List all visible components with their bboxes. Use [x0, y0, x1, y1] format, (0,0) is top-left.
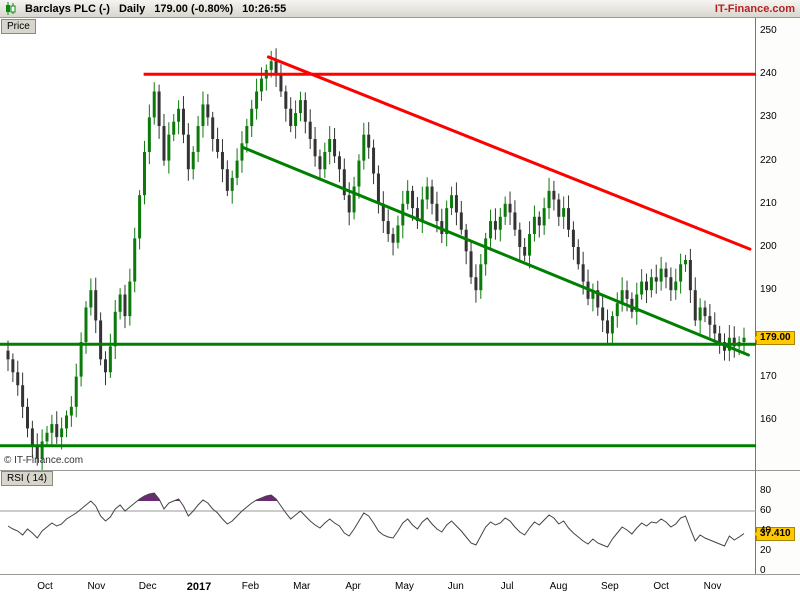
last-quote: 179.00 (-0.80%) [154, 2, 234, 15]
x-axis-label: Oct [37, 581, 53, 592]
rsi-axis: 37.410 80 60 40 20 0 [754, 470, 800, 576]
rsi-chart[interactable] [0, 471, 756, 575]
x-axis-label: Oct [653, 581, 669, 592]
x-axis-label: Jun [447, 581, 464, 592]
x-axis-label: Jul [500, 581, 514, 592]
price-axis-tick: 220 [760, 154, 777, 166]
candlestick-icon [6, 2, 16, 15]
last-price-tag: 179.00 [754, 330, 795, 345]
x-axis-label: Aug [549, 581, 568, 592]
price-axis-tick: 250 [760, 25, 777, 36]
x-axis-label: Dec [138, 581, 157, 592]
tab-rsi[interactable]: RSI ( 14) [1, 471, 54, 486]
quote-time: 10:26:55 [242, 2, 287, 15]
price-axis-tick: 240 [760, 68, 777, 80]
tab-price[interactable]: Price [1, 19, 36, 34]
price-axis-tick: 200 [760, 241, 777, 252]
price-axis-tick: 230 [760, 111, 777, 123]
brand-logo: IT-Finance.com [714, 2, 795, 15]
x-axis-label: Nov [703, 581, 722, 592]
title-bar: Barclays PLC (-) Daily 179.00 (-0.80%) 1… [0, 0, 800, 18]
rsi-axis-tick: 60 [760, 505, 772, 516]
time-axis: Oct Nov Dec 2017 Feb Mar Apr May Jun Jul Aug Sep Oct… [0, 574, 800, 600]
price-axis: 179.00 250 240 230 220 210 200 190 170 160 [754, 18, 800, 470]
price-chart[interactable] [0, 18, 756, 470]
price-axis-tick: 160 [760, 413, 777, 425]
rsi-axis-tick: 40 [760, 525, 772, 536]
rsi-axis-tick: 0 [760, 565, 766, 576]
price-axis-tick: 210 [760, 197, 777, 209]
copyright-watermark: © IT-Finance.com [4, 455, 84, 466]
x-axis-label: Nov [87, 581, 106, 592]
price-axis-tick: 190 [760, 284, 777, 296]
x-axis-label: Sep [600, 581, 619, 592]
rsi-panel[interactable] [0, 470, 756, 574]
x-axis-label: 2017 [186, 581, 212, 593]
x-axis-label: Mar [293, 581, 311, 592]
price-axis-tick: 170 [760, 370, 777, 382]
timeframe-label: Daily [118, 2, 146, 15]
last-rsi-tag: 37.410 [754, 526, 795, 541]
x-axis-label: Apr [345, 581, 361, 592]
x-axis-label: May [394, 581, 414, 592]
rsi-axis-tick: 80 [760, 485, 772, 496]
x-axis-label: Feb [241, 581, 260, 592]
symbol-name: Barclays PLC (-) [25, 2, 110, 15]
price-panel[interactable] [0, 18, 756, 470]
rsi-axis-tick: 20 [760, 545, 772, 556]
